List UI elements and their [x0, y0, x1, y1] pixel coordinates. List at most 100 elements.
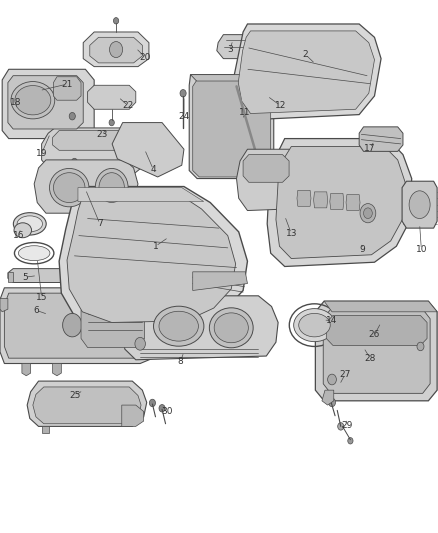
Ellipse shape — [214, 313, 248, 343]
Circle shape — [113, 18, 119, 24]
Polygon shape — [27, 381, 147, 426]
Polygon shape — [53, 131, 140, 150]
Circle shape — [63, 313, 82, 337]
Ellipse shape — [11, 82, 55, 119]
Text: 21: 21 — [61, 80, 72, 88]
Text: 27: 27 — [339, 370, 351, 378]
Polygon shape — [238, 31, 374, 114]
Polygon shape — [42, 426, 49, 433]
Polygon shape — [189, 75, 274, 179]
Polygon shape — [330, 193, 344, 209]
Polygon shape — [315, 301, 437, 401]
Polygon shape — [122, 405, 144, 426]
Circle shape — [149, 399, 155, 407]
Text: 5: 5 — [22, 273, 28, 281]
Text: 7: 7 — [97, 220, 103, 228]
Ellipse shape — [15, 85, 51, 115]
Ellipse shape — [153, 306, 204, 346]
Polygon shape — [191, 75, 274, 85]
Text: 15: 15 — [36, 293, 47, 302]
Text: 11: 11 — [239, 109, 250, 117]
Circle shape — [233, 80, 240, 89]
Polygon shape — [326, 316, 427, 345]
Polygon shape — [346, 195, 360, 211]
Circle shape — [110, 42, 123, 58]
Text: 28: 28 — [364, 354, 376, 362]
Ellipse shape — [49, 168, 89, 207]
Ellipse shape — [99, 173, 124, 203]
Ellipse shape — [209, 308, 253, 348]
Text: 22: 22 — [122, 101, 134, 110]
Polygon shape — [217, 35, 254, 59]
Polygon shape — [359, 127, 403, 151]
Polygon shape — [83, 32, 149, 67]
Text: 30: 30 — [162, 407, 173, 416]
Text: 6: 6 — [33, 306, 39, 314]
Text: 9: 9 — [360, 245, 366, 254]
Text: 25: 25 — [70, 391, 81, 400]
Polygon shape — [8, 269, 85, 282]
Text: 17: 17 — [364, 144, 376, 152]
Ellipse shape — [14, 223, 32, 238]
Circle shape — [71, 158, 78, 166]
Polygon shape — [0, 288, 164, 364]
Text: 26: 26 — [369, 330, 380, 339]
Polygon shape — [81, 301, 145, 348]
Ellipse shape — [17, 216, 42, 232]
Text: 29: 29 — [342, 421, 353, 430]
Text: 18: 18 — [10, 98, 21, 107]
Polygon shape — [8, 272, 13, 282]
Polygon shape — [22, 364, 31, 376]
Polygon shape — [297, 190, 311, 206]
Ellipse shape — [299, 313, 330, 337]
Polygon shape — [33, 387, 141, 424]
Ellipse shape — [14, 213, 46, 235]
Circle shape — [253, 148, 257, 153]
Circle shape — [93, 203, 99, 211]
Polygon shape — [243, 155, 289, 182]
Circle shape — [109, 119, 114, 126]
Text: 12: 12 — [275, 101, 286, 110]
Circle shape — [159, 405, 165, 412]
Polygon shape — [402, 181, 437, 228]
Text: 2: 2 — [303, 50, 308, 59]
Polygon shape — [237, 149, 304, 211]
Circle shape — [69, 112, 75, 120]
Circle shape — [202, 147, 208, 154]
Circle shape — [364, 208, 372, 219]
Polygon shape — [0, 298, 8, 312]
Circle shape — [328, 374, 336, 385]
Ellipse shape — [95, 168, 128, 207]
Polygon shape — [4, 293, 155, 358]
Polygon shape — [112, 123, 184, 177]
Text: 19: 19 — [36, 149, 47, 158]
Text: 16: 16 — [13, 231, 24, 240]
Polygon shape — [90, 37, 142, 63]
Circle shape — [348, 438, 353, 444]
Text: 20: 20 — [140, 53, 151, 62]
Text: 10: 10 — [416, 245, 427, 254]
Polygon shape — [276, 147, 405, 259]
Text: 14: 14 — [326, 317, 338, 325]
Circle shape — [135, 337, 145, 350]
Text: 8: 8 — [177, 357, 184, 366]
Text: 1: 1 — [152, 242, 159, 251]
Ellipse shape — [409, 191, 430, 219]
Polygon shape — [42, 128, 149, 179]
Text: 24: 24 — [178, 112, 190, 120]
Polygon shape — [193, 272, 247, 290]
Ellipse shape — [53, 173, 85, 203]
Polygon shape — [314, 192, 328, 208]
Polygon shape — [78, 188, 204, 201]
Circle shape — [180, 90, 186, 97]
Circle shape — [328, 398, 336, 407]
Text: 3: 3 — [227, 45, 233, 53]
Polygon shape — [2, 69, 94, 139]
Circle shape — [268, 200, 274, 207]
Polygon shape — [88, 85, 136, 109]
Ellipse shape — [293, 309, 336, 342]
Circle shape — [338, 423, 344, 430]
Polygon shape — [267, 139, 412, 266]
Ellipse shape — [159, 311, 198, 341]
Polygon shape — [34, 160, 138, 213]
